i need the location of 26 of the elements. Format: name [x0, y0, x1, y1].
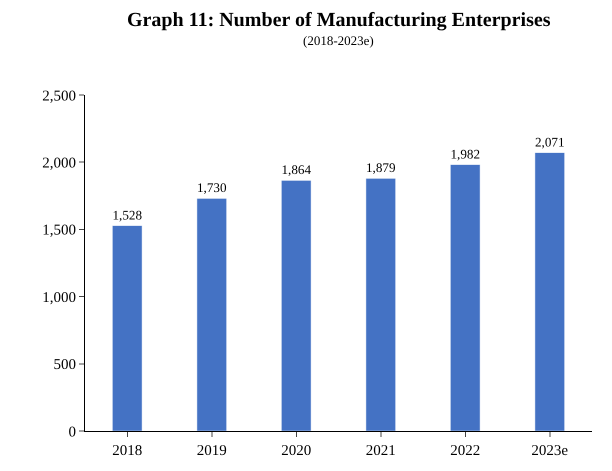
- bar: [534, 152, 565, 431]
- x-tick-label: 2018: [112, 443, 142, 459]
- data-label: 1,730: [196, 180, 227, 196]
- y-tick-label: 0: [68, 424, 76, 440]
- y-tick-label: 1,000: [42, 290, 76, 306]
- data-label: 2,071: [534, 134, 565, 150]
- y-tick-label: 1,500: [42, 222, 76, 239]
- x-tick-label: 2022: [450, 443, 480, 459]
- chart-subtitle: (2018-2023e): [303, 33, 374, 48]
- bar: [112, 225, 142, 431]
- x-tick-label: 2021: [366, 443, 396, 459]
- data-label: 1,879: [366, 160, 396, 176]
- bar: [196, 198, 227, 431]
- data-label: 1,864: [281, 162, 312, 178]
- y-tick-label: 2,000: [42, 155, 76, 172]
- bar: [281, 180, 312, 431]
- x-tick-label: 2023e: [531, 443, 568, 459]
- bar: [366, 178, 396, 431]
- x-tick-label: 2019: [196, 443, 227, 459]
- bar: [450, 164, 480, 431]
- y-tick-label: 500: [54, 357, 76, 374]
- data-label: 1,528: [112, 207, 142, 222]
- chart-title: Graph 11: Number of Manufacturing Enterprises: [127, 9, 551, 31]
- x-tick-label: 2020: [281, 443, 312, 459]
- data-label: 1,982: [450, 146, 480, 162]
- y-tick-label: 2,500: [42, 88, 76, 104]
